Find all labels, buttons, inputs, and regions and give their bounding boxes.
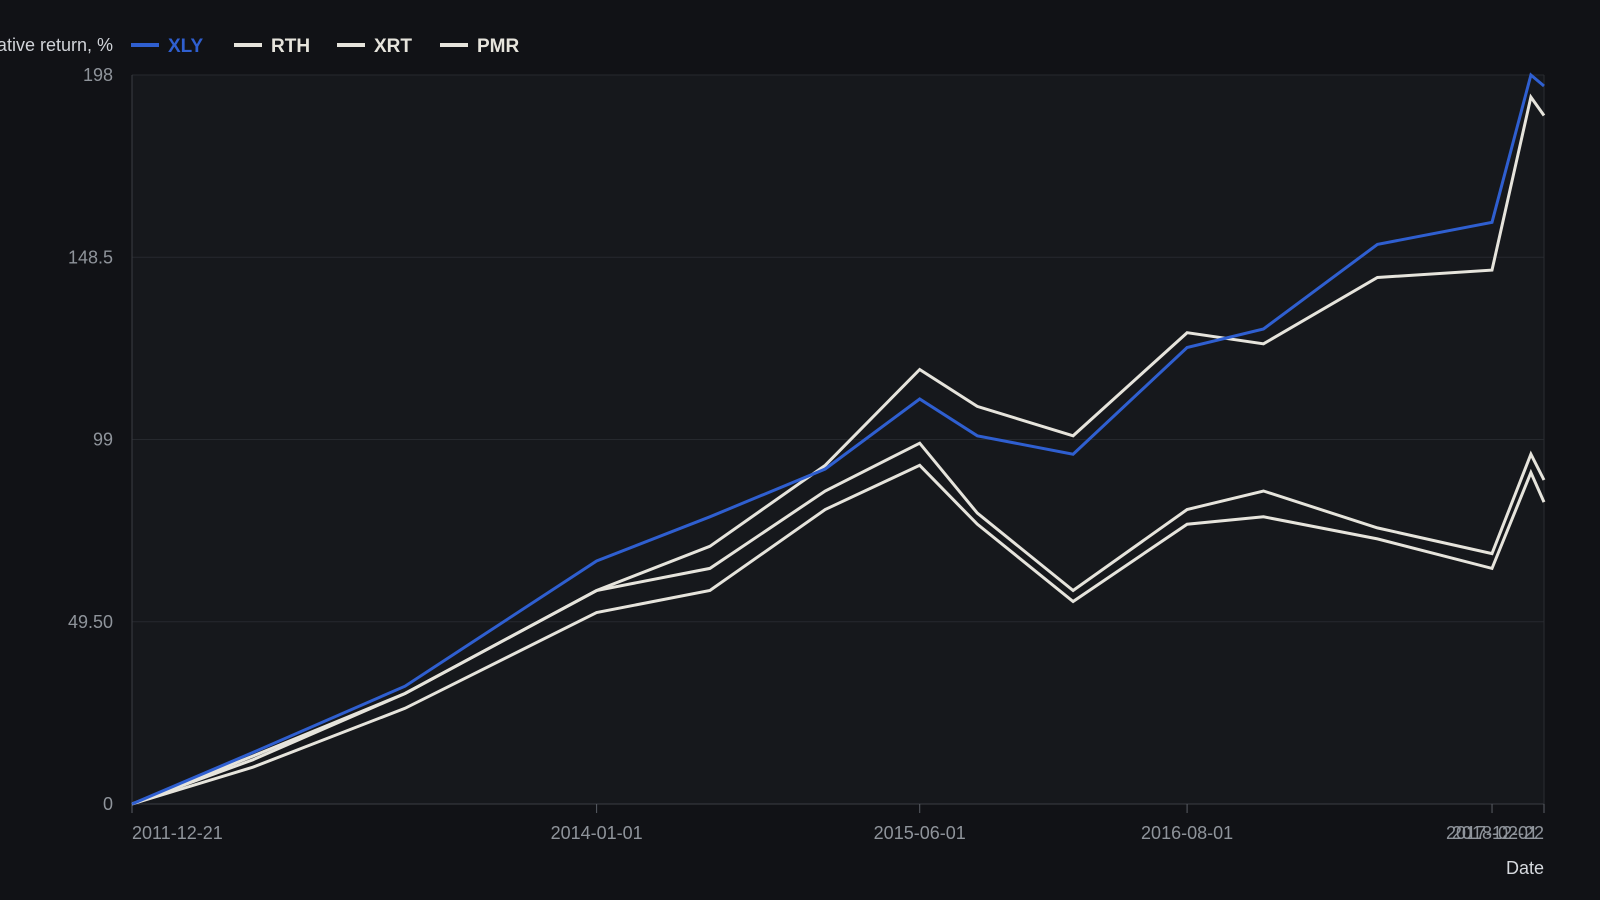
- legend-label-xly: XLY: [168, 36, 204, 57]
- grid-lines: [132, 74, 1545, 805]
- legend-label-rth: RTH: [271, 36, 310, 57]
- x-tick-label: 2015-06-01: [874, 823, 966, 843]
- y-tick-label: 99: [93, 430, 113, 450]
- legend: XLY RTH XRT PMR: [131, 36, 520, 57]
- legend-label-xrt: XRT: [374, 36, 412, 57]
- x-tick-label: 2018-02-22: [1452, 823, 1544, 843]
- y-axis: 0 49.50 99 148.5 198: [68, 65, 133, 814]
- y-tick-label: 0: [103, 794, 113, 814]
- series-line-xly: [131, 72, 1545, 806]
- series-lines: [131, 72, 1546, 806]
- x-axis-label: Date: [1506, 858, 1544, 878]
- x-tick-label: 2017-12-01: [1446, 823, 1538, 843]
- y-tick-label: 198: [83, 65, 113, 85]
- x-tick-label: 2014-01-01: [551, 823, 643, 843]
- x-tick-label: 2011-12-21: [132, 823, 223, 843]
- x-axis: 2011-12-21 2014-01-01 2015-06-01 2016-08-01…: [131, 804, 1545, 843]
- series-line-rth: [131, 93, 1546, 806]
- y-tick-label: 49.50: [68, 612, 113, 632]
- x-tick-label: 2016-08-01: [1141, 823, 1233, 843]
- y-axis-label: Cumulative return, %: [0, 35, 113, 55]
- y-tick-label: 148.5: [68, 247, 113, 267]
- series-line-pmr: [131, 463, 1546, 806]
- legend-label-pmr: PMR: [477, 36, 520, 57]
